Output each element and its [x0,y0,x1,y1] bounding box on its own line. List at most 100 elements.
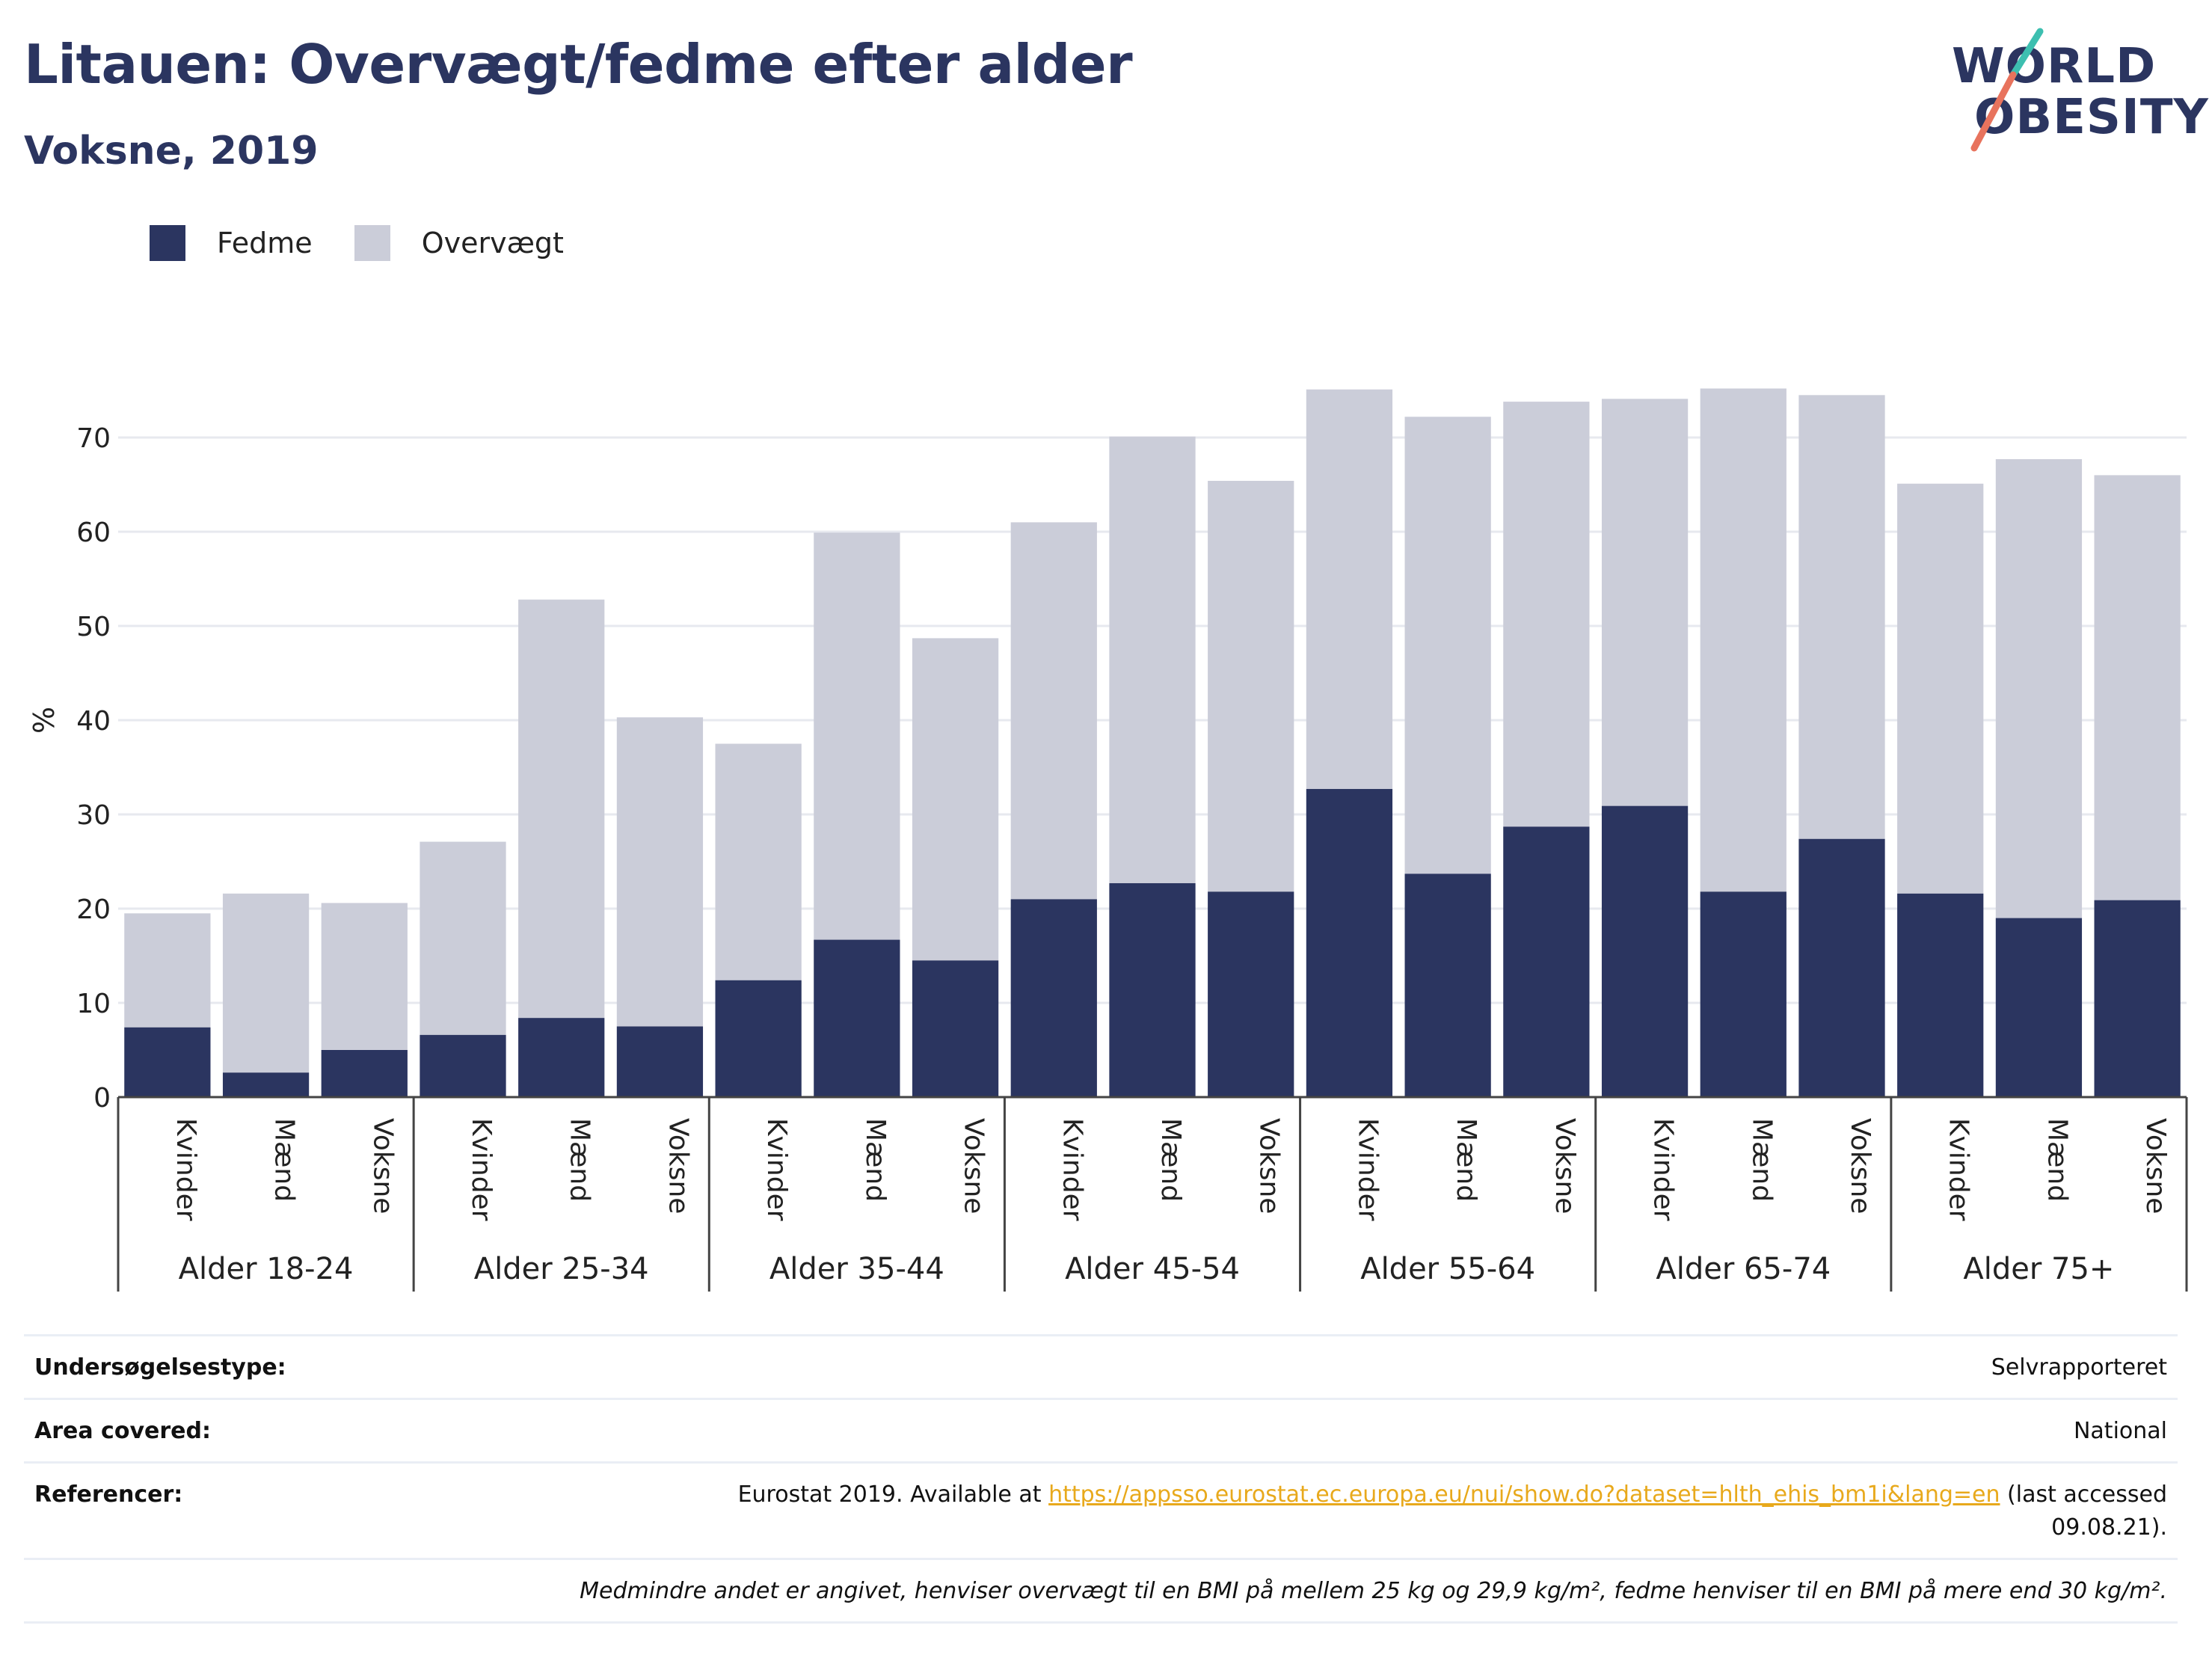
bar-fedme [1404,873,1491,1097]
x-subcategory-label: Voksne [959,1118,989,1214]
definition-note: Medmindre andet er angivet, henviser ove… [580,1577,2167,1604]
x-subcategory-label: Kvinder [1648,1118,1679,1221]
area-covered-label: Area covered: [34,1417,211,1444]
y-tick-label: 0 [93,1083,111,1114]
bar-overvaegt [420,841,506,1035]
bar-fedme [616,1026,704,1097]
bar-fedme [912,960,999,1097]
x-group-label: Alder 75+ [1963,1252,2114,1286]
logo-line-2: OBESITY [1974,90,2209,145]
bar-overvaegt [616,717,704,1027]
y-tick-label: 70 [76,423,111,454]
x-subcategory-label: Mænd [2042,1118,2072,1202]
bar-fedme [1897,893,1984,1097]
legend-item-overvaegt: Overvægt [354,225,564,261]
eurostat-link[interactable]: https://appsso.eurostat.ec.europa.eu/nui… [1048,1481,2000,1508]
survey-type-value: Selvrapporteret [1991,1354,2167,1381]
bar-fedme [1601,805,1689,1097]
x-subcategory-label: Voksne [2140,1118,2171,1214]
info-row-survey: Undersøgelsestype: Selvrapporteret [24,1334,2178,1398]
references-label: Referencer: [34,1481,183,1508]
y-tick-label: 10 [76,989,111,1019]
area-covered-value: National [2073,1417,2167,1444]
bar-fedme [222,1072,310,1097]
bar-fedme [124,1027,211,1097]
x-subcategory-label: Mænd [1451,1118,1481,1202]
logo-line-1: WORLD [1952,39,2157,94]
legend-label-overvaegt: Overvægt [421,227,564,260]
bar-overvaegt [2094,475,2181,900]
bar-fedme [321,1050,408,1097]
x-subcategory-label: Voksne [1549,1118,1580,1214]
x-group-label: Alder 18-24 [179,1252,354,1286]
bar-overvaegt [1010,522,1097,900]
bar-fedme [1503,826,1590,1097]
bar-fedme [715,980,802,1097]
page-title: Litauen: Overvægt/fedme efter alder [24,33,1133,96]
bar-overvaegt [518,599,605,1019]
bar-overvaegt [912,638,999,961]
x-subcategory-label: Mænd [1746,1118,1777,1202]
x-subcategory-label: Kvinder [761,1118,792,1221]
x-subcategory-label: Voksne [663,1118,693,1214]
bar-overvaegt [814,532,900,940]
x-group-label: Alder 55-64 [1360,1252,1535,1286]
bar-overvaegt [1897,483,1984,894]
bar-overvaegt [124,913,211,1028]
y-tick-label: 20 [76,894,111,925]
bar-fedme [1798,838,1885,1097]
bar-fedme [1306,788,1393,1097]
x-subcategory-label: Voksne [367,1118,398,1214]
x-subcategory-label: Kvinder [170,1118,201,1221]
bar-fedme [1010,899,1097,1097]
bar-overvaegt [1306,389,1393,789]
world-obesity-logo: WORLD OBESITY [1952,22,2208,157]
bar-fedme [1995,918,2083,1097]
bar-fedme [1109,882,1196,1097]
bar-overvaegt [1503,402,1590,827]
x-subcategory-label: Voksne [1254,1118,1285,1214]
legend-label-fedme: Fedme [217,227,313,260]
y-tick-label: 50 [76,612,111,642]
bar-overvaegt [1404,417,1491,874]
bar-fedme [2094,900,2181,1097]
references-value: Eurostat 2019. Available at https://apps… [738,1479,2167,1544]
x-group-label: Alder 35-44 [769,1252,944,1286]
bar-overvaegt [1601,399,1689,806]
x-subcategory-label: Mænd [269,1118,300,1202]
y-axis-label: % [28,707,61,734]
bar-overvaegt [715,743,802,980]
bar-overvaegt [1208,480,1294,892]
x-group-label: Alder 65-74 [1656,1252,1831,1286]
x-group-label: Alder 45-54 [1065,1252,1240,1286]
x-subcategory-label: Kvinder [466,1118,497,1221]
bar-fedme [814,939,900,1097]
legend-item-fedme: Fedme [150,225,313,261]
bar-overvaegt [321,903,408,1050]
x-subcategory-label: Mænd [565,1118,595,1202]
bar-overvaegt [1109,436,1196,883]
page-subtitle: Voksne, 2019 [24,129,319,174]
info-row-note: Medmindre andet er angivet, henviser ove… [24,1558,2178,1624]
references-prefix: Eurostat 2019. Available at [737,1481,1049,1508]
bar-fedme [1208,891,1294,1097]
logo-slash-icon [1970,28,2044,152]
references-date: 09.08.21). [2051,1514,2167,1541]
legend-swatch-overvaegt [354,225,390,261]
x-subcategory-label: Mænd [1155,1118,1186,1202]
x-subcategory-label: Kvinder [1944,1118,1974,1221]
bar-fedme [420,1034,506,1097]
info-row-references: Referencer: Eurostat 2019. Available at … [24,1461,2178,1558]
x-subcategory-label: Mænd [860,1118,891,1202]
x-group-label: Alder 25-34 [474,1252,649,1286]
info-table: Undersøgelsestype: Selvrapporteret Area … [24,1334,2178,1624]
survey-type-label: Undersøgelsestype: [34,1354,286,1381]
x-subcategory-label: Kvinder [1057,1118,1087,1221]
bar-overvaegt [222,893,310,1073]
bar-overvaegt [1798,395,1885,839]
y-tick-label: 30 [76,800,111,831]
y-tick-label: 60 [76,518,111,548]
bar-overvaegt [1700,388,1787,892]
references-suffix: (last accessed [2000,1481,2167,1508]
info-row-area: Area covered: National [24,1398,2178,1461]
